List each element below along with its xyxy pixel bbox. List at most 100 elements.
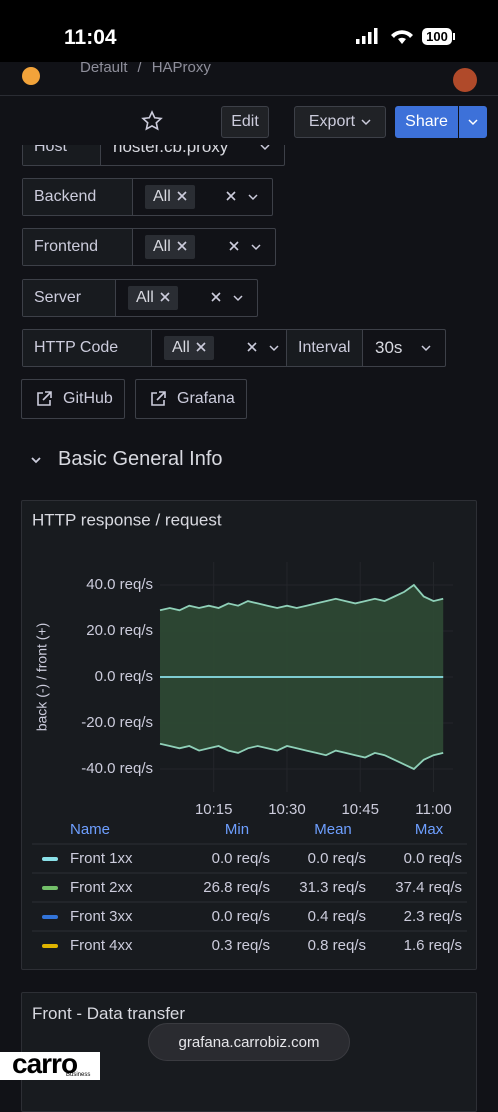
dropdown-chevron [248,188,258,206]
dropdown-chevron [251,238,261,256]
legend-name[interactable]: Front 3xx [70,908,133,925]
dropdown-chevron [233,289,243,307]
breadcrumb-separator: / [137,59,142,76]
legend-header: Mean [314,821,352,838]
remove-icon[interactable] [177,188,187,206]
variable-picker[interactable]: All [116,280,257,316]
y-tick-label: -40.0 req/s [81,760,153,777]
y-tick-label: 0.0 req/s [95,668,153,685]
variable: HTTP Code All [22,329,294,367]
value-text: All [172,339,190,356]
star-icon[interactable] [141,110,163,132]
series-area [160,677,444,769]
variable-picker[interactable]: All [133,229,275,265]
variable-picker[interactable]: All [152,330,293,366]
y-tick-label: 40.0 req/s [86,576,153,593]
grafana-link[interactable]: Grafana [135,379,247,419]
external-icon [37,391,52,406]
legend-cell: 37.4 req/s [395,879,462,896]
row-header[interactable]: Basic General Info [30,448,223,471]
row-title: Basic General Info [58,448,223,470]
legend-name[interactable]: Front 1xx [70,850,133,867]
legend-cell: 26.8 req/s [203,879,270,896]
value-text: All [153,188,171,205]
status-bar: 11:04 100 [0,0,498,62]
battery-level: 100 [426,29,448,44]
status-icons [356,28,455,45]
legend-name[interactable]: Front 2xx [70,879,133,896]
remove-icon[interactable] [177,238,187,256]
grafana-logo[interactable] [18,63,44,87]
export-button[interactable]: Export [294,106,386,138]
avatar[interactable] [450,63,480,93]
legend-header: Max [415,821,444,838]
link-label: Grafana [177,390,235,407]
legend-cell: 0.8 req/s [308,937,366,954]
clear-icon[interactable] [211,289,221,307]
breadcrumb-dashboard[interactable]: HAProxy [151,59,211,76]
legend-swatch [42,857,58,861]
legend-cell: 0.4 req/s [308,908,366,925]
toolbar: Edit Export Share [0,95,498,145]
variable: Server All [22,279,258,317]
y-axis-label: back (-) / front (+) [34,623,50,732]
value-text: 30s [375,338,403,357]
dropdown-chevron [421,339,431,357]
legend-cell: 0.0 req/s [308,850,366,867]
x-tick-label: 10:30 [268,801,306,818]
clear-icon[interactable] [247,339,257,357]
variable-picker[interactable]: 30s [363,330,445,366]
clear-icon[interactable] [229,238,239,256]
github-link[interactable]: GitHub [21,379,125,419]
share-button[interactable]: Share [395,106,458,138]
remove-icon[interactable] [160,289,170,307]
variable-label: Server [23,280,116,316]
url-bar[interactable]: grafana.carrobiz.com [148,1023,350,1061]
legend-cell: 0.0 req/s [212,850,270,867]
legend-cell: 0.0 req/s [212,908,270,925]
legend-cell: 0.3 req/s [212,937,270,954]
dropdown-chevron [269,339,279,357]
chevron [361,119,371,126]
collapse-chevron [31,456,41,463]
y-tick-label: 20.0 req/s [86,622,153,639]
value-text: All [136,289,154,306]
nav-header: Default / HAProxy [0,55,498,95]
y-tick-label: -20.0 req/s [81,714,153,731]
value-text: All [153,238,171,255]
edit-button[interactable]: Edit [221,106,269,138]
legend-name[interactable]: Front 4xx [70,937,133,954]
variable-label: HTTP Code [23,330,152,366]
remove-icon[interactable] [196,339,206,357]
legend-swatch [42,915,58,919]
legend-header: Min [225,821,249,838]
breadcrumb-folder[interactable]: Default [80,59,128,76]
external-icon [151,391,166,406]
series-line [159,583,444,612]
x-tick-label: 10:45 [341,801,379,818]
legend-cell: 0.0 req/s [404,850,462,867]
legend-swatch [42,886,58,890]
legend-header: Name [70,821,110,838]
chart: HTTP response / request back (-) / front… [32,510,467,954]
breadcrumb: Default / HAProxy [80,59,211,76]
watermark-sub: Business [66,1072,91,1078]
series-area [160,585,444,677]
value-chip: All [145,185,195,209]
variable-label: Frontend [23,229,133,265]
panel-title: Front - Data transfer [32,1004,186,1023]
value-chip: All [164,336,214,360]
variable-picker[interactable]: All [133,179,272,215]
variable: Backend All [22,178,273,216]
variable: Interval 30s [286,329,446,367]
legend-cell: 2.3 req/s [404,908,462,925]
series-line [159,742,444,771]
variable: Frontend All [22,228,276,266]
x-tick-label: 11:00 [415,801,451,818]
chevron [468,119,478,126]
export-label: Export [308,113,356,130]
variable-label: Backend [23,179,133,215]
clear-icon[interactable] [226,188,236,206]
share-menu[interactable] [459,106,487,138]
